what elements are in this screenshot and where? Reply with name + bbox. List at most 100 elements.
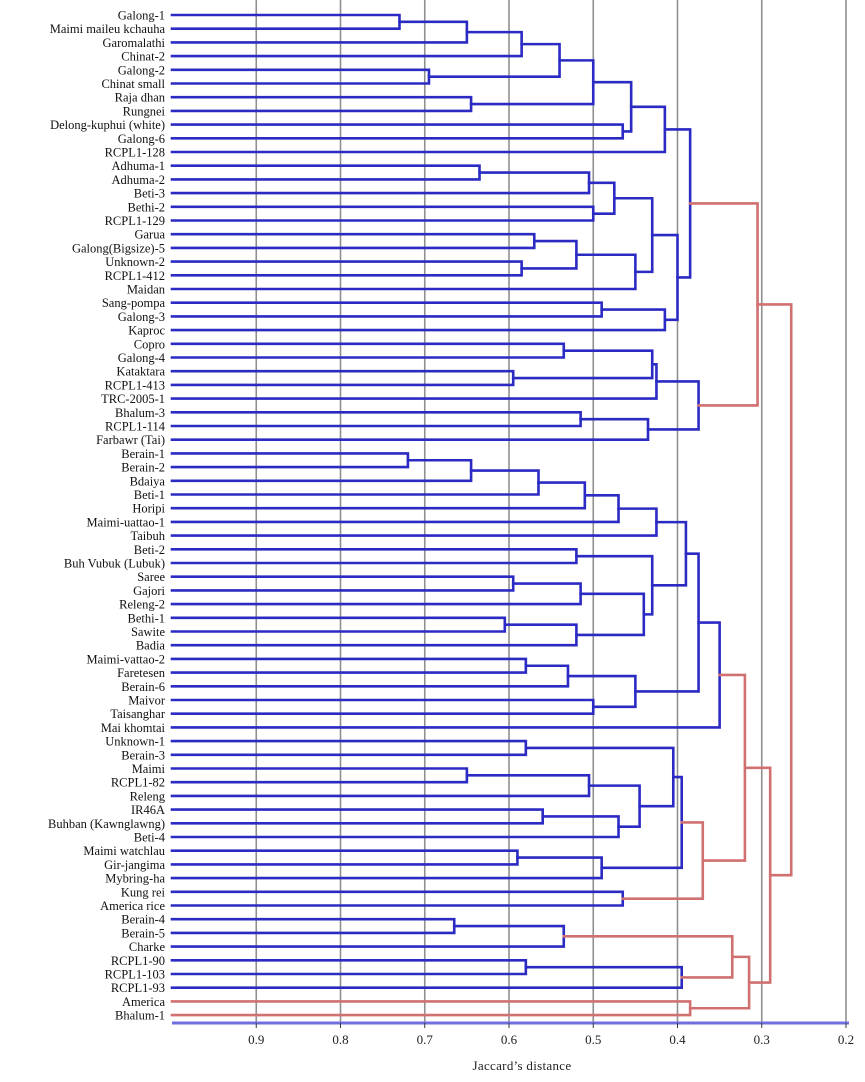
leaf-label: Adhuma-1 xyxy=(112,159,165,173)
cluster-link xyxy=(566,674,637,709)
cluster-link xyxy=(170,575,515,592)
leaf-label: Galong-2 xyxy=(118,63,165,77)
leaf-label: Taibuh xyxy=(130,529,165,543)
cluster-link xyxy=(170,623,578,647)
leaf-label: RCPL1-90 xyxy=(111,954,165,968)
cluster-link xyxy=(170,458,473,483)
leaf-label: RCPL1-412 xyxy=(105,269,165,283)
cluster-link xyxy=(170,548,578,565)
leaf-label: Mybring-ha xyxy=(105,872,165,886)
x-tick-label: 0.5 xyxy=(585,1032,601,1047)
leaf-label: Bdaiya xyxy=(130,474,166,488)
cluster-link xyxy=(469,59,595,106)
leaf-label: Maimi-vattao-2 xyxy=(87,652,165,666)
cluster-link xyxy=(170,924,566,948)
cluster-link xyxy=(170,308,667,332)
cluster-link xyxy=(170,123,625,140)
cluster-link xyxy=(170,301,603,318)
cluster-link xyxy=(427,42,561,78)
x-tick-label: 0.2 xyxy=(838,1032,854,1047)
gridlines xyxy=(255,0,847,1023)
cluster-link xyxy=(170,411,582,428)
leaf-label: Copro xyxy=(134,337,165,351)
leaf-label: Maimi watchlau xyxy=(83,844,165,858)
cluster-link xyxy=(688,202,759,407)
cluster-link xyxy=(170,260,523,277)
cluster-link xyxy=(621,821,705,900)
leaf-label: RCPL1-413 xyxy=(105,378,165,392)
leaf-label: Mai khomtai xyxy=(101,721,166,735)
leaf-label: Maivor xyxy=(128,694,166,708)
leaf-label: Galong-4 xyxy=(118,351,166,365)
cluster-link xyxy=(170,232,536,250)
x-axis-title: Jaccard’s distance xyxy=(473,1058,572,1073)
cluster-link xyxy=(613,196,654,274)
cluster-link xyxy=(524,746,675,808)
leaf-label: America xyxy=(122,995,165,1009)
leaf-label: Galong-1 xyxy=(118,9,165,23)
cluster-link xyxy=(170,815,620,839)
cluster-link xyxy=(170,105,667,154)
cluster-link xyxy=(743,766,772,984)
cluster-link xyxy=(170,253,637,291)
leaf-label: Buh Vubuk (Lubuk) xyxy=(64,557,165,571)
cluster-link xyxy=(170,164,481,181)
leaf-label: Galong(Bigsize)-5 xyxy=(72,241,165,255)
leaf-label: Bethi-1 xyxy=(128,611,166,625)
cluster-link xyxy=(170,417,650,441)
leaf-label: RCPL1-114 xyxy=(105,420,166,434)
leaf-label: Gir-jangima xyxy=(104,858,165,872)
cluster-link xyxy=(170,20,469,44)
leaf-label: Sawite xyxy=(131,625,165,639)
leaf-label: Garomalathi xyxy=(103,36,166,50)
cluster-link xyxy=(170,856,603,880)
cluster-link xyxy=(170,582,582,606)
leaf-label: RCPL1-93 xyxy=(111,981,165,995)
leaf-label: Kaproc xyxy=(128,324,165,338)
x-tick-label: 0.9 xyxy=(248,1032,264,1047)
leaf-label: Bhalum-1 xyxy=(115,1009,165,1023)
cluster-link xyxy=(170,698,595,715)
cluster-link xyxy=(170,95,473,113)
leaf-label: Beti-1 xyxy=(134,488,165,502)
cluster-link xyxy=(170,767,469,784)
cluster-link xyxy=(170,205,595,222)
cluster-link xyxy=(650,233,679,322)
leaf-label: Kung rei xyxy=(121,885,166,899)
leaf-label: RCPL1-82 xyxy=(111,776,165,790)
leaf-label: Maimi maileu kchauha xyxy=(50,22,166,36)
leaf-label: Delong-kuphui (white) xyxy=(50,118,165,132)
cluster-link xyxy=(170,68,431,85)
leaf-label: Releng xyxy=(130,789,166,803)
x-axis-ticks: 0.9 0.8 0.7 0.6 0.5 0.4 0.3 0.2 xyxy=(248,1023,854,1047)
x-tick-label: 0.6 xyxy=(501,1032,518,1047)
leaf-label: Badia xyxy=(136,639,166,653)
cluster-link xyxy=(170,171,591,195)
cluster-link xyxy=(170,774,591,798)
cluster-link xyxy=(170,849,519,866)
leaf-label: Sang-pompa xyxy=(102,296,166,310)
dendrogram-branches xyxy=(170,13,793,1017)
cluster-link xyxy=(170,739,528,757)
leaf-label: Chinat-2 xyxy=(121,50,165,64)
leaf-label: Galong-3 xyxy=(118,310,165,324)
cluster-link xyxy=(520,239,578,270)
leaf-label: Berain-1 xyxy=(121,447,165,461)
leaf-label: Gajori xyxy=(133,584,165,598)
leaf-label: Rungnei xyxy=(123,104,166,118)
leaf-label: Beti-2 xyxy=(134,543,165,557)
cluster-link xyxy=(756,303,793,877)
cluster-link xyxy=(587,784,641,829)
cluster-link xyxy=(170,13,401,30)
cluster-link xyxy=(170,1000,692,1017)
leaf-label: Farbawr (Tai) xyxy=(96,433,165,447)
cluster-link xyxy=(170,959,528,976)
leaf-label: Unknown-1 xyxy=(105,735,165,749)
leaf-label: Garua xyxy=(134,228,165,242)
x-tick-label: 0.3 xyxy=(754,1032,770,1047)
cluster-link xyxy=(170,363,658,400)
cluster-link xyxy=(575,592,646,637)
cluster-link xyxy=(170,452,410,469)
cluster-link xyxy=(688,955,751,1010)
cluster-link xyxy=(170,342,566,359)
